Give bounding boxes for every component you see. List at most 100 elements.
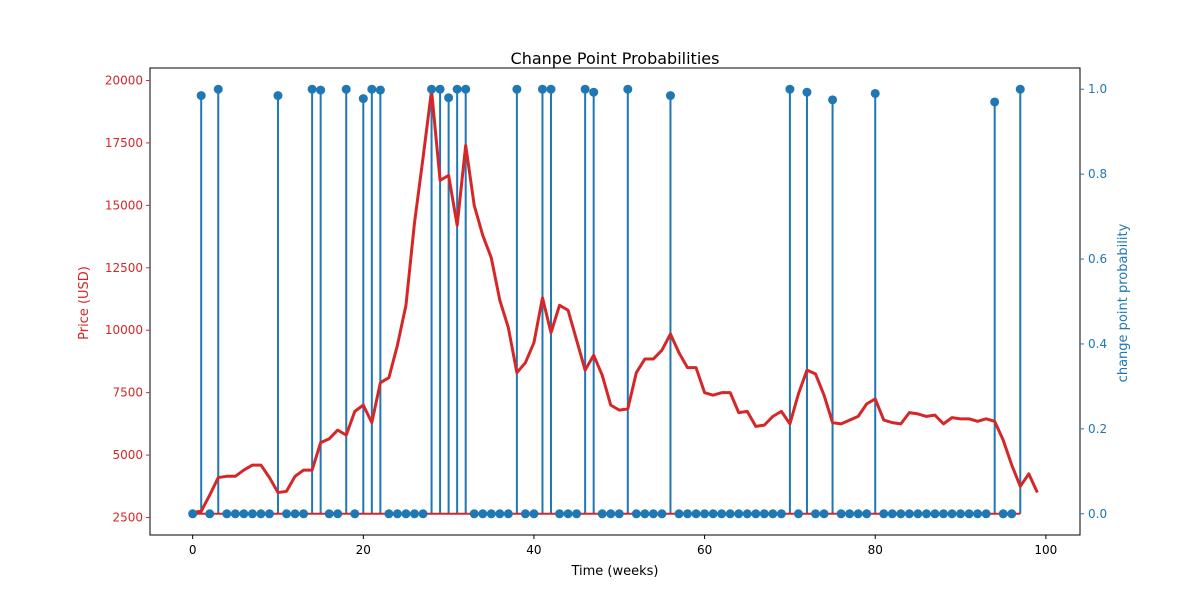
y-left-axis-label: Price (USD): [77, 266, 92, 340]
stem-marker: [316, 85, 326, 95]
y-right-axis-label: change point probability: [1116, 223, 1131, 382]
stem-marker: [998, 509, 1008, 519]
stem-marker: [264, 509, 274, 519]
stem-marker: [742, 509, 752, 519]
stem-marker: [213, 84, 223, 94]
y-right-tick-label: 1.0: [1088, 82, 1107, 96]
stem-marker: [862, 509, 872, 519]
y-right-tick-label: 0.8: [1088, 167, 1107, 181]
stem-marker: [930, 509, 940, 519]
stem-marker: [691, 509, 701, 519]
stem-marker: [529, 509, 539, 519]
stem-marker: [358, 94, 368, 104]
stem-marker: [879, 509, 889, 519]
stem-marker: [537, 84, 547, 94]
stem-marker: [555, 509, 565, 519]
stem-marker: [614, 509, 624, 519]
stem-marker: [512, 84, 522, 94]
stem-marker: [205, 509, 215, 519]
stem-marker: [648, 509, 658, 519]
y-left-tick-label: 2500: [112, 511, 143, 525]
stem-marker: [896, 509, 906, 519]
stem-marker: [700, 509, 710, 519]
stem-marker: [683, 509, 693, 519]
stem-marker: [503, 509, 513, 519]
stem-marker: [904, 509, 914, 519]
stem-marker: [546, 84, 556, 94]
stem-marker: [964, 509, 974, 519]
stem-marker: [665, 91, 675, 101]
axes: 0 20 40 60 80 100 2500 5000 7500 10000 12500 15000 1…: [105, 67, 1107, 557]
stem-marker: [717, 509, 727, 519]
stem-marker: [341, 84, 351, 94]
stem-marker: [947, 509, 957, 519]
stem-marker: [563, 509, 573, 519]
y-right-tick-label: 0.6: [1088, 252, 1107, 266]
stem-marker: [956, 509, 966, 519]
stem-marker: [367, 84, 377, 94]
stem-marker: [239, 509, 249, 519]
x-tick-label: 40: [526, 543, 541, 557]
stem-marker: [222, 509, 232, 519]
y-left-tick-label: 12500: [105, 261, 143, 275]
stem-marker: [580, 84, 590, 94]
stem-marker: [853, 509, 863, 519]
stem-marker: [469, 509, 479, 519]
stem-marker: [307, 84, 317, 94]
price-line: [192, 88, 1039, 515]
stem-marker: [572, 509, 582, 519]
stem-marker: [409, 509, 419, 519]
stem-marker: [1015, 84, 1025, 94]
stem-marker: [938, 509, 948, 519]
stem-marker: [520, 509, 530, 519]
x-tick-label: 20: [356, 543, 371, 557]
y-right-tick-label: 0.4: [1088, 337, 1107, 351]
stem-marker: [631, 509, 641, 519]
stem-marker: [196, 91, 206, 101]
stem-marker: [819, 509, 829, 519]
stem-marker: [478, 509, 488, 519]
stem-marker: [811, 509, 821, 519]
stem-marker: [282, 509, 292, 519]
stem-marker: [845, 509, 855, 519]
stem-marker: [640, 509, 650, 519]
stem-marker: [836, 509, 846, 519]
stem-marker: [776, 509, 786, 519]
stem-marker: [273, 91, 283, 101]
stem-marker: [734, 509, 744, 519]
stem-marker: [751, 509, 761, 519]
stem-marker: [597, 509, 607, 519]
x-tick-label: 0: [189, 543, 197, 557]
stem-marker: [324, 509, 334, 519]
stem-marker: [708, 509, 718, 519]
stem-marker: [674, 509, 684, 519]
stem-marker: [333, 509, 343, 519]
stem-marker: [247, 509, 257, 519]
x-axis-label: Time (weeks): [570, 564, 658, 579]
stem-marker: [887, 509, 897, 519]
y-right-tick-label: 0.0: [1088, 507, 1107, 521]
stem-marker: [606, 509, 616, 519]
stem-marker: [444, 93, 454, 103]
stem-marker: [256, 509, 266, 519]
stem-marker: [290, 509, 300, 519]
stem-marker: [418, 509, 428, 519]
stem-marker: [188, 509, 198, 519]
axes-frame: [149, 67, 1081, 536]
stem-marker: [768, 509, 778, 519]
y-left-tick-label: 17500: [105, 136, 143, 150]
stem-marker: [452, 84, 462, 94]
stem-marker: [392, 509, 402, 519]
stem-marker: [759, 509, 769, 519]
stem-marker: [427, 84, 437, 94]
stem-marker: [913, 509, 923, 519]
stem-marker: [461, 84, 471, 94]
stem-marker: [990, 97, 1000, 107]
x-tick-label: 100: [1034, 543, 1057, 557]
plot-area: [188, 84, 1039, 519]
stem-marker: [401, 509, 411, 519]
stem-marker: [495, 509, 505, 519]
stem-marker: [299, 509, 309, 519]
